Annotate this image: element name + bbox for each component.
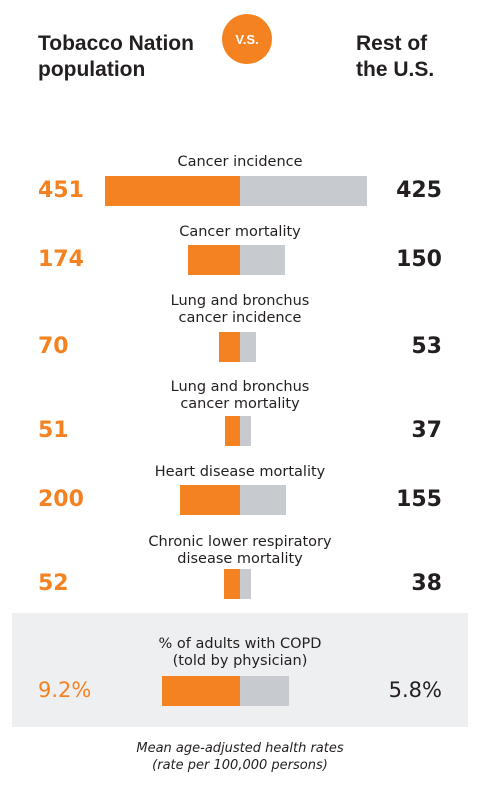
footnote-line2: (rate per 100,000 persons) <box>152 758 328 773</box>
tobacco-nation-value: 51 <box>38 418 69 443</box>
copd-highlight-panel <box>12 613 468 727</box>
left-header-line2: population <box>38 58 146 81</box>
row-label: Lung and bronchus cancer mortality <box>110 379 370 413</box>
row-label-line: Cancer incidence <box>177 154 303 170</box>
footnote: Mean age-adjusted health rates (rate per… <box>0 740 480 774</box>
row-label: % of adults with COPD (told by physician) <box>110 636 370 670</box>
rest-of-us-value: 53 <box>411 334 442 359</box>
tobacco-nation-bar <box>187 245 240 275</box>
row-label-line: disease mortality <box>177 551 303 567</box>
tobacco-nation-value: 9.2% <box>38 678 92 702</box>
vs-badge: V.S. <box>222 14 272 64</box>
rest-of-us-bar <box>240 332 256 362</box>
left-header-line1: Tobacco Nation <box>38 32 194 55</box>
rest-of-us-value: 37 <box>411 418 442 443</box>
tobacco-nation-value: 52 <box>38 571 69 596</box>
tobacco-nation-value: 174 <box>38 247 84 272</box>
rest-of-us-bar <box>240 245 285 275</box>
row-label-line: cancer mortality <box>180 396 300 412</box>
footnote-line1: Mean age-adjusted health rates <box>136 741 344 756</box>
row-label: Heart disease mortality <box>110 464 370 481</box>
rest-of-us-bar <box>240 676 290 706</box>
row-label-line: Lung and bronchus <box>170 293 310 309</box>
right-header-line2: the U.S. <box>356 58 435 81</box>
rest-of-us-bar <box>240 485 287 515</box>
tobacco-nation-value: 200 <box>38 487 84 512</box>
rest-of-us-bar <box>240 176 368 206</box>
rest-of-us-value: 425 <box>396 178 442 203</box>
tobacco-nation-bar <box>105 176 240 206</box>
row-label-line: Heart disease mortality <box>154 464 326 480</box>
rest-of-us-bar <box>240 416 252 446</box>
row-label-line: Cancer mortality <box>179 224 301 240</box>
tobacco-nation-value: 451 <box>38 178 84 203</box>
row-label-line: Lung and bronchus <box>170 379 310 395</box>
row-label-line: (told by physician) <box>172 653 308 669</box>
row-label-line: cancer incidence <box>178 310 302 326</box>
tobacco-nation-bar <box>224 569 240 599</box>
tobacco-nation-value: 70 <box>38 334 69 359</box>
right-header-line1: Rest of <box>356 32 428 55</box>
rest-of-us-bar <box>240 569 252 599</box>
rest-of-us-value: 5.8% <box>388 678 442 702</box>
tobacco-nation-bar <box>180 485 240 515</box>
row-label-line: % of adults with COPD <box>158 636 322 652</box>
left-column-header: Tobacco Nation population <box>38 31 218 83</box>
rest-of-us-value: 38 <box>411 571 442 596</box>
rest-of-us-value: 150 <box>396 247 442 272</box>
row-label: Chronic lower respiratory disease mortali… <box>110 534 370 568</box>
tobacco-nation-bar <box>162 676 240 706</box>
tobacco-nation-bar <box>219 332 240 362</box>
row-label: Cancer mortality <box>110 224 370 241</box>
tobacco-nation-bar <box>224 416 240 446</box>
row-label-line: Chronic lower respiratory <box>148 534 332 550</box>
row-label: Cancer incidence <box>110 154 370 171</box>
row-label: Lung and bronchus cancer incidence <box>110 293 370 327</box>
right-column-header: Rest of the U.S. <box>356 31 466 83</box>
rest-of-us-value: 155 <box>396 487 442 512</box>
